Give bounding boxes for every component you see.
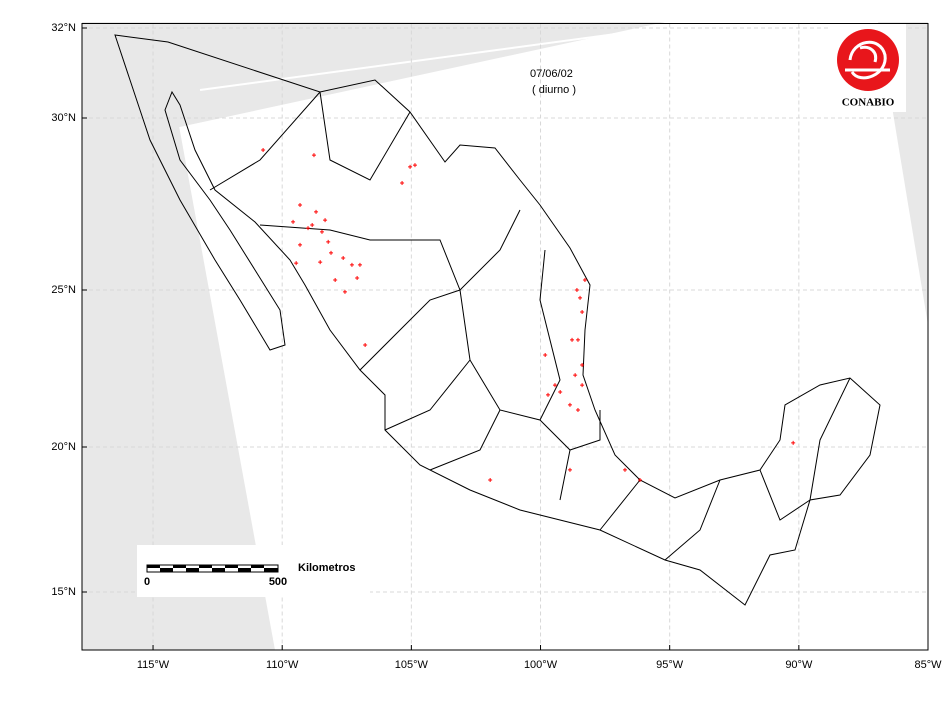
- fire-point: [319, 229, 324, 234]
- fire-point: [291, 219, 296, 224]
- fire-point: [341, 256, 346, 261]
- fire-point: [318, 260, 323, 265]
- x-tick-label: 110°W: [266, 659, 299, 671]
- country-outline: [114, 34, 881, 606]
- no-coverage-area: [82, 22, 275, 650]
- fire-point: [363, 342, 368, 347]
- x-tick-label: 85°W: [914, 659, 942, 671]
- period: ( diurno ): [532, 84, 576, 96]
- fire-point: [791, 440, 796, 445]
- fire-points: [261, 147, 796, 483]
- scale-start: 0: [144, 576, 150, 588]
- logo-text: CONABIO: [842, 97, 895, 109]
- fire-point: [543, 352, 548, 357]
- logo-emblem: [837, 29, 899, 91]
- scale-end: 500: [269, 576, 287, 588]
- fire-point: [323, 218, 328, 223]
- fire-point: [582, 278, 587, 283]
- no-coverage-area: [160, 22, 665, 128]
- fire-point: [298, 242, 303, 247]
- fire-point: [310, 222, 315, 227]
- fire-point: [311, 153, 316, 158]
- grid: [82, 23, 929, 650]
- fire-point: [329, 250, 334, 255]
- fire-point: [342, 289, 347, 294]
- fire-point: [574, 288, 579, 292]
- fire-point: [575, 337, 580, 342]
- fire-point: [567, 467, 572, 472]
- fire-point: [298, 203, 303, 208]
- y-tick-label: 32°N: [51, 22, 76, 34]
- x-tick-label: 105°W: [395, 659, 429, 671]
- fire-point: [294, 261, 299, 266]
- x-tick-label: 90°W: [785, 659, 813, 671]
- fire-point: [580, 383, 585, 388]
- fire-point: [400, 181, 405, 186]
- fire-point: [578, 295, 583, 300]
- axes-frame: [81, 23, 929, 651]
- fire-point: [326, 239, 331, 244]
- fire-point: [261, 147, 266, 152]
- x-tick-label: 115°W: [137, 659, 170, 671]
- fire-point: [575, 407, 580, 412]
- fire-point: [546, 392, 551, 397]
- scale-checks: [147, 565, 278, 572]
- fire-point: [622, 467, 627, 472]
- fire-point: [333, 278, 338, 283]
- y-tick-label: 15°N: [51, 586, 76, 598]
- fire-point: [552, 383, 557, 388]
- y-tick-label: 30°N: [51, 112, 76, 124]
- fire-point: [573, 373, 578, 378]
- fire-point: [567, 402, 572, 407]
- fire-point: [558, 390, 563, 395]
- fire-point: [314, 209, 319, 214]
- date: 07/06/02: [530, 68, 573, 80]
- x-tick-label: 95°W: [656, 659, 684, 671]
- x-tick-label: 100°W: [524, 659, 558, 671]
- logo-glyph: [845, 40, 890, 80]
- swath-line: [199, 27, 661, 91]
- fire-point: [412, 163, 417, 168]
- fire-point: [306, 226, 311, 231]
- scale-label: Kilometros: [298, 562, 355, 574]
- fire-point: [488, 478, 493, 483]
- fire-point: [570, 337, 575, 342]
- state-borders: [209, 91, 851, 561]
- fire-point: [580, 363, 585, 368]
- fire-point: [580, 309, 585, 314]
- fire-point: [357, 262, 362, 267]
- fire-point: [349, 262, 354, 267]
- fire-point: [355, 275, 360, 280]
- y-tick-label: 20°N: [51, 441, 76, 453]
- fire-point: [408, 164, 413, 169]
- y-tick-label: 25°N: [51, 284, 76, 296]
- fire-point: [637, 478, 642, 483]
